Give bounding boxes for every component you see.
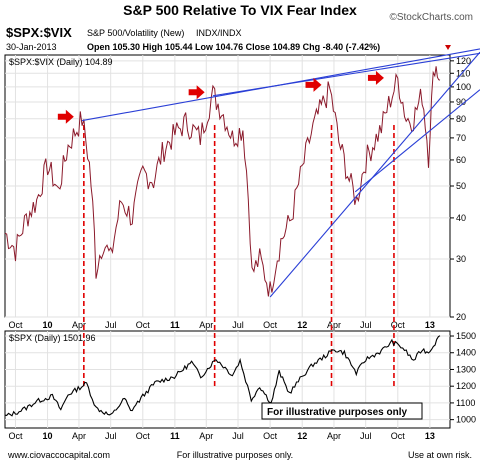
x-tick-label: 12 <box>297 320 307 330</box>
arrow-icon <box>305 77 322 92</box>
x-tick-label: 11 <box>170 431 180 441</box>
x-tick-label: 10 <box>43 431 53 441</box>
trendline <box>212 52 480 97</box>
y-tick-label: 1100 <box>456 398 475 408</box>
bottom-panel-y-ticks: 1000 1100 1200 1300 1400 1500 <box>450 331 476 425</box>
bottom-legend: $SPX (Daily) 1501.96 <box>9 333 96 343</box>
ohlc-label: Open 105.30 High 105.44 Low 104.76 Close… <box>87 42 380 52</box>
top-panel-grid <box>5 55 450 318</box>
bottom-panel-x-ticks: Oct 10 Apr Jul Oct 11 Apr Jul Oct 12 Apr Jul Oct 13 <box>8 431 434 441</box>
x-tick-label: Oct <box>263 320 278 330</box>
watermark: ©StockCharts.com <box>389 12 473 23</box>
x-tick-label: Jul <box>232 431 244 441</box>
x-tick-label: Apr <box>72 431 86 441</box>
spx-series <box>4 335 441 417</box>
footer-left: www.ciovaccocapital.com <box>7 450 110 460</box>
arrow-icon <box>367 70 384 85</box>
ratio-series <box>4 66 441 297</box>
y-tick-label: 70 <box>456 133 466 143</box>
x-tick-label: 13 <box>425 320 435 330</box>
y-tick-label: 100 <box>456 82 471 92</box>
x-tick-label: Apr <box>327 320 341 330</box>
y-tick-label: 1300 <box>456 364 476 374</box>
y-tick-label: 110 <box>456 68 470 78</box>
top-legend: $SPX:$VIX (Daily) 104.89 <box>9 57 113 67</box>
description-label: S&P 500/Volatility (New) <box>87 28 184 38</box>
x-tick-label: Oct <box>136 431 151 441</box>
y-tick-label: 50 <box>456 181 466 191</box>
x-tick-label: 13 <box>425 431 435 441</box>
trendline <box>354 89 480 193</box>
chart-title: S&P 500 Relative To VIX Fear Index <box>123 2 357 18</box>
ratio-line <box>4 66 441 297</box>
date-label: 30-Jan-2013 <box>6 42 57 52</box>
x-tick-label: 11 <box>170 320 180 330</box>
top-panel-x-ticks: Oct 10 Apr Jul Oct 11 Apr Jul Oct 12 Apr Jul Oct 13 <box>8 320 434 330</box>
top-panel-y-ticks: 20 30 40 50 60 70 80 90 100 110 120 <box>450 56 471 322</box>
footer-center: For illustrative purposes only. <box>177 450 293 460</box>
y-tick-label: 1500 <box>456 331 476 341</box>
y-tick-label: 1400 <box>456 348 476 358</box>
footer-right: Use at own risk. <box>408 450 472 460</box>
y-tick-label: 90 <box>456 97 466 107</box>
x-tick-label: Oct <box>8 320 23 330</box>
x-tick-label: 10 <box>43 320 53 330</box>
trendlines <box>81 48 480 298</box>
trendline <box>269 51 480 298</box>
y-tick-label: 120 <box>456 56 471 66</box>
y-tick-label: 20 <box>456 312 466 322</box>
x-tick-label: Apr <box>327 431 341 441</box>
vertical-dashed-lines <box>83 125 395 388</box>
y-tick-label: 1200 <box>456 381 476 391</box>
x-tick-label: Oct <box>263 431 278 441</box>
x-tick-label: Jul <box>360 431 372 441</box>
x-tick-label: Jul <box>105 431 117 441</box>
x-tick-label: 12 <box>297 431 307 441</box>
symbol-label: $SPX:$VIX <box>6 25 72 40</box>
y-tick-label: 30 <box>456 254 466 264</box>
spx-line <box>4 335 441 417</box>
peak-markers <box>57 70 384 124</box>
x-tick-label: Jul <box>232 320 244 330</box>
x-tick-label: Apr <box>72 320 86 330</box>
arrow-icon <box>188 85 205 100</box>
x-tick-label: Oct <box>8 431 23 441</box>
annotation-text: For illustrative purposes only <box>267 407 407 418</box>
x-tick-label: Oct <box>136 320 151 330</box>
x-tick-label: Apr <box>199 320 213 330</box>
exchange-label: INDX/INDX <box>196 28 242 38</box>
arrow-icon <box>57 109 74 124</box>
x-tick-label: Jul <box>105 320 117 330</box>
x-tick-label: Oct <box>391 320 406 330</box>
y-tick-label: 1000 <box>456 415 476 425</box>
x-tick-label: Oct <box>391 431 406 441</box>
x-tick-label: Jul <box>360 320 372 330</box>
x-tick-label: Apr <box>199 431 213 441</box>
y-tick-label: 40 <box>456 213 466 223</box>
y-tick-label: 80 <box>456 114 466 124</box>
y-tick-label: 60 <box>456 155 466 165</box>
annotation-box <box>261 402 423 420</box>
down-triangle-icon <box>445 45 451 50</box>
